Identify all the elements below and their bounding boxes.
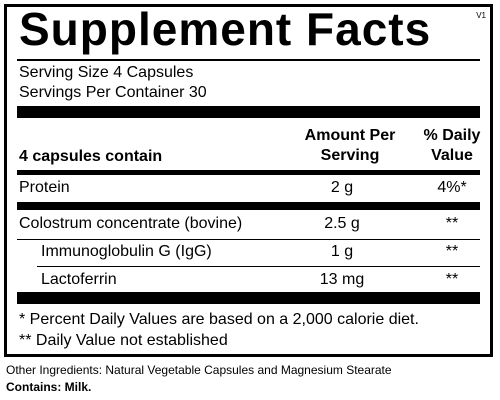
- column-header-daily-line2: Value: [431, 147, 473, 164]
- panel-title: Supplement Facts: [19, 3, 432, 55]
- column-header-amount-line2: Serving: [320, 147, 380, 164]
- divider-after-colostrum: [17, 239, 480, 240]
- divider-after-protein: [17, 202, 480, 210]
- row-name-lactoferrin: Lactoferrin: [41, 271, 117, 288]
- row-dv-lactoferrin: **: [445, 271, 459, 288]
- allergen-statement: Contains: Milk.: [6, 380, 92, 394]
- row-amount-igg: 1 g: [330, 243, 354, 260]
- thick-divider-bottom: [17, 292, 480, 304]
- supplement-facts-panel: Supplement Facts V1 Serving Size 4 Capsu…: [4, 3, 493, 357]
- row-name-igg: Immunoglobulin G (IgG): [41, 243, 212, 260]
- footnote-percent-dv: * Percent Daily Values are based on a 2,…: [19, 311, 419, 328]
- row-dv-protein: 4%*: [437, 179, 467, 196]
- footnote-dv-not-established: ** Daily Value not established: [19, 332, 228, 349]
- column-header-amount-line1: Amount Per: [304, 127, 396, 144]
- version-label: V1: [476, 11, 486, 20]
- header-divider: [17, 170, 480, 175]
- row-dv-igg: **: [445, 243, 459, 260]
- row-amount-lactoferrin: 13 mg: [319, 271, 365, 288]
- column-header-label: 4 capsules contain: [19, 148, 163, 165]
- row-amount-protein: 2 g: [330, 179, 354, 196]
- serving-size: Serving Size 4 Capsules: [19, 64, 194, 81]
- row-name-colostrum: Colostrum concentrate (bovine): [19, 215, 243, 232]
- row-dv-colostrum: **: [445, 215, 459, 232]
- servings-per-container: Servings Per Container 30: [19, 84, 207, 101]
- row-name-protein: Protein: [19, 179, 70, 196]
- column-header-daily-line1: % Daily: [423, 127, 481, 144]
- thick-divider-top: [17, 106, 480, 118]
- divider-after-igg: [37, 266, 480, 267]
- row-amount-colostrum: 2.5 g: [324, 215, 360, 232]
- title-divider: [17, 59, 480, 61]
- other-ingredients: Other Ingredients: Natural Vegetable Cap…: [6, 363, 392, 377]
